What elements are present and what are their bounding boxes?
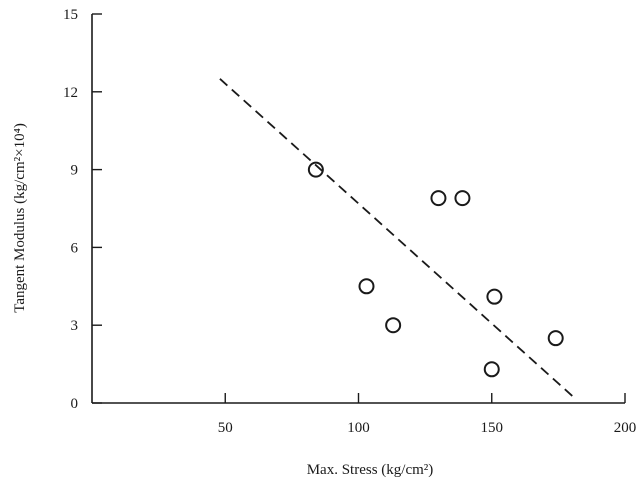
- data-point: [385, 317, 402, 334]
- y-tick-label: 12: [63, 85, 78, 101]
- x-axis-ticks: 50 100 150 200: [218, 393, 637, 436]
- x-tick-label: 200: [614, 420, 637, 436]
- axes: [91, 14, 625, 404]
- trend-line: [219, 78, 575, 399]
- x-tick-label: 50: [218, 420, 233, 436]
- y-tick-label: 15: [63, 7, 78, 23]
- data-points: [307, 161, 564, 378]
- data-point: [430, 190, 447, 207]
- y-axis-label: Tangent Modulus (kg/cm²×10⁴): [12, 123, 28, 313]
- y-tick-label: 9: [71, 163, 79, 179]
- trend-line-group: [219, 78, 575, 399]
- y-tick-label: 3: [71, 318, 79, 334]
- x-tick-label: 100: [347, 420, 370, 436]
- data-point: [358, 278, 375, 295]
- y-tick-label: 0: [71, 396, 79, 412]
- data-point: [454, 190, 471, 207]
- data-point: [547, 330, 564, 347]
- y-tick-label: 6: [71, 240, 79, 256]
- x-tick-label: 150: [481, 420, 504, 436]
- data-point: [483, 361, 500, 378]
- y-axis-ticks: 0 3 6 9 12 15: [63, 7, 102, 412]
- x-axis-label: Max. Stress (kg/cm²): [307, 462, 434, 478]
- data-point: [307, 161, 324, 178]
- data-point: [486, 288, 503, 305]
